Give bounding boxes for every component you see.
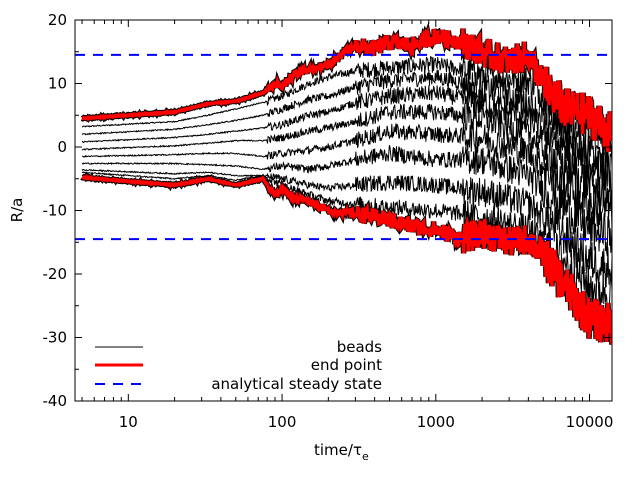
x-axis-title-subscript: e <box>362 450 369 463</box>
series-line-bead-2 <box>81 69 612 173</box>
legend-label-1: beads <box>337 338 382 356</box>
axes-layer: -40 -30 -20 -10 0 10 20 10 100 1000 10000 <box>43 11 614 431</box>
y-tick-label: -30 <box>43 329 68 347</box>
x-tick-label: 1000 <box>417 413 455 431</box>
x-axis-title: time/τe <box>314 441 369 463</box>
x-tick-label: 10000 <box>566 413 614 431</box>
series-line-bead-6 <box>82 145 612 257</box>
series-line-bead-7 <box>81 169 612 288</box>
series-line-bead-3 <box>82 85 612 191</box>
series-line-end-point-1 <box>81 25 612 153</box>
legend-label-2: end point <box>311 356 382 374</box>
series-line-bead-1 <box>81 55 612 161</box>
y-tick-label: 20 <box>48 11 67 29</box>
x-tick-label: 100 <box>268 413 297 431</box>
y-tick-label: 10 <box>48 75 67 93</box>
y-tick-label: 0 <box>57 138 67 156</box>
x-axis-title-main: time/τ <box>314 441 362 459</box>
series-layer <box>80 22 612 345</box>
series-line-end-point-2 <box>80 173 612 345</box>
y-tick-label: -20 <box>43 265 68 283</box>
y-tick-label: -40 <box>43 392 68 410</box>
legend-label-3: analytical steady state <box>211 375 382 393</box>
y-axis-title: R/a <box>8 198 26 223</box>
series-line-bead-4 <box>81 102 612 210</box>
series-line-bead-5 <box>81 121 612 230</box>
y-tick-label: -10 <box>43 202 68 220</box>
x-tick-label: 10 <box>119 413 138 431</box>
